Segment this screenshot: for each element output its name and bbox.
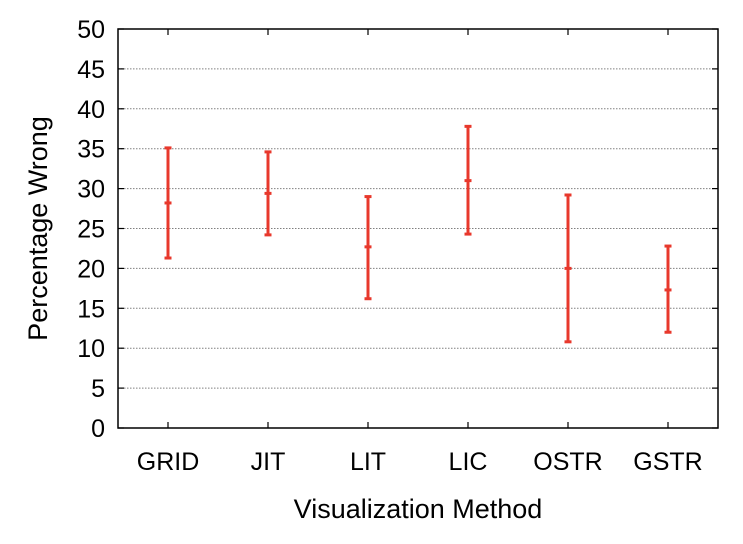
y-axis-ticks: 0 5 10 15 20 25 30 35 40 45 50	[77, 16, 718, 443]
y-tick-label: 50	[77, 16, 105, 44]
y-tick-label: 45	[77, 56, 105, 84]
y-tick-label: 35	[77, 136, 105, 164]
y-tick-label: 5	[91, 375, 105, 403]
x-tick-label: LIT	[350, 448, 386, 476]
x-tick-label: GSTR	[633, 448, 702, 476]
x-tick-label: OSTR	[533, 448, 602, 476]
error-bar-ostr	[564, 193, 572, 344]
error-bars	[164, 124, 672, 344]
x-tick-label: LIC	[449, 448, 488, 476]
x-tick-label: GRID	[137, 448, 200, 476]
y-tick-label: 25	[77, 216, 105, 244]
x-axis-title: Visualization Method	[294, 494, 543, 524]
x-axis-ticks: GRID JIT LIT LIC OSTR GSTR	[137, 29, 703, 476]
y-tick-label: 20	[77, 255, 105, 283]
error-bar-grid	[164, 146, 172, 260]
error-bar-lit	[364, 195, 372, 301]
x-tick-label: JIT	[251, 448, 286, 476]
y-tick-label: 0	[91, 415, 105, 443]
y-tick-label: 40	[77, 96, 105, 124]
y-tick-label: 15	[77, 295, 105, 323]
error-bar-lic	[464, 124, 472, 236]
error-bar-jit	[264, 150, 272, 237]
y-tick-label: 30	[77, 176, 105, 204]
error-bar-gstr	[664, 244, 672, 334]
grid-lines	[118, 68, 718, 389]
y-tick-label: 10	[77, 335, 105, 363]
y-axis-title: Percentage Wrong	[23, 116, 53, 341]
